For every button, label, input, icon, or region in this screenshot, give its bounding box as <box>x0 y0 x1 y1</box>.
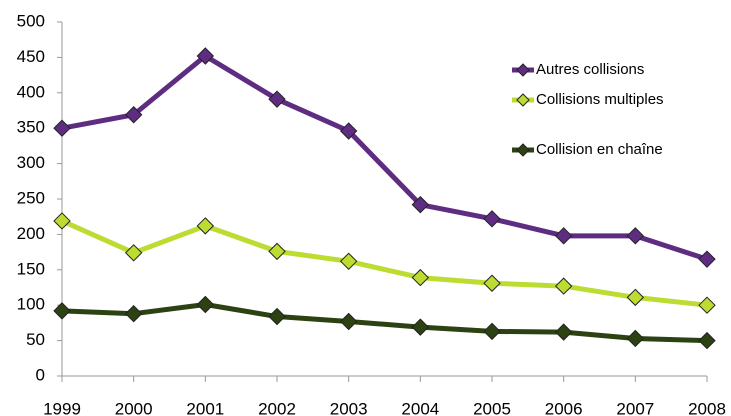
data-point <box>124 244 143 262</box>
data-point <box>483 322 501 341</box>
x-tick-label: 2008 <box>688 399 726 416</box>
y-tick-label: 250 <box>17 188 45 207</box>
data-point <box>698 296 716 314</box>
data-point <box>554 227 573 245</box>
data-point <box>268 242 286 261</box>
x-tick-label: 2004 <box>401 399 439 416</box>
x-tick-label: 2007 <box>616 399 654 416</box>
x-tick-label: 2006 <box>545 399 583 416</box>
series-line <box>61 301 708 344</box>
data-point <box>626 227 645 245</box>
data-point <box>196 47 215 65</box>
data-point <box>268 307 286 326</box>
data-point <box>339 252 358 271</box>
data-point <box>411 195 430 214</box>
legend-swatch <box>512 143 534 157</box>
y-tick-label: 100 <box>17 295 45 314</box>
y-tick-label: 50 <box>26 330 45 349</box>
legend-swatch <box>512 93 534 107</box>
legend-marker <box>516 93 530 107</box>
data-point <box>124 304 143 323</box>
x-tick-label: 2005 <box>473 399 511 416</box>
data-point <box>53 212 71 230</box>
data-point <box>268 90 286 108</box>
data-point <box>196 295 215 314</box>
x-tick-label: 1999 <box>43 399 81 416</box>
legend-item: Collision en chaîne <box>510 138 710 162</box>
data-point <box>483 210 501 228</box>
y-tick-label: 450 <box>17 47 45 66</box>
data-point <box>626 288 645 307</box>
y-tick-label: 350 <box>17 118 45 137</box>
x-tick-label: 2002 <box>258 399 296 416</box>
legend-label: Autres collisions <box>536 61 645 78</box>
y-tick-label: 300 <box>17 153 45 172</box>
legend-marker <box>516 63 530 77</box>
y-tick-label: 500 <box>17 11 45 30</box>
legend-item: Autres collisions <box>510 58 710 82</box>
y-tick-label: 150 <box>17 259 45 278</box>
data-point <box>53 119 71 137</box>
legend-item: Collisions multiples <box>510 88 710 112</box>
y-tick-label: 200 <box>17 224 45 243</box>
legend-marker <box>516 143 530 157</box>
data-point <box>483 274 501 292</box>
data-point <box>554 277 573 295</box>
data-point <box>124 106 143 124</box>
x-tick-label: 2003 <box>330 399 368 416</box>
data-point <box>698 250 716 268</box>
x-tick-label: 2000 <box>115 399 153 416</box>
data-point <box>339 122 358 140</box>
data-point <box>411 268 430 287</box>
data-point <box>196 217 215 235</box>
legend-label: Collision en chaîne <box>536 141 663 158</box>
data-point <box>339 312 358 331</box>
data-point <box>698 331 716 350</box>
data-point <box>554 323 573 341</box>
y-tick-label: 0 <box>36 365 45 384</box>
series-line <box>60 218 708 308</box>
legend-swatch <box>512 63 534 77</box>
data-point <box>411 318 430 336</box>
data-point <box>626 329 645 348</box>
data-point <box>53 302 71 320</box>
series-line <box>61 53 708 262</box>
legend-label: Collisions multiples <box>536 91 664 108</box>
y-tick-label: 400 <box>17 82 45 101</box>
x-tick-label: 2001 <box>186 399 224 416</box>
